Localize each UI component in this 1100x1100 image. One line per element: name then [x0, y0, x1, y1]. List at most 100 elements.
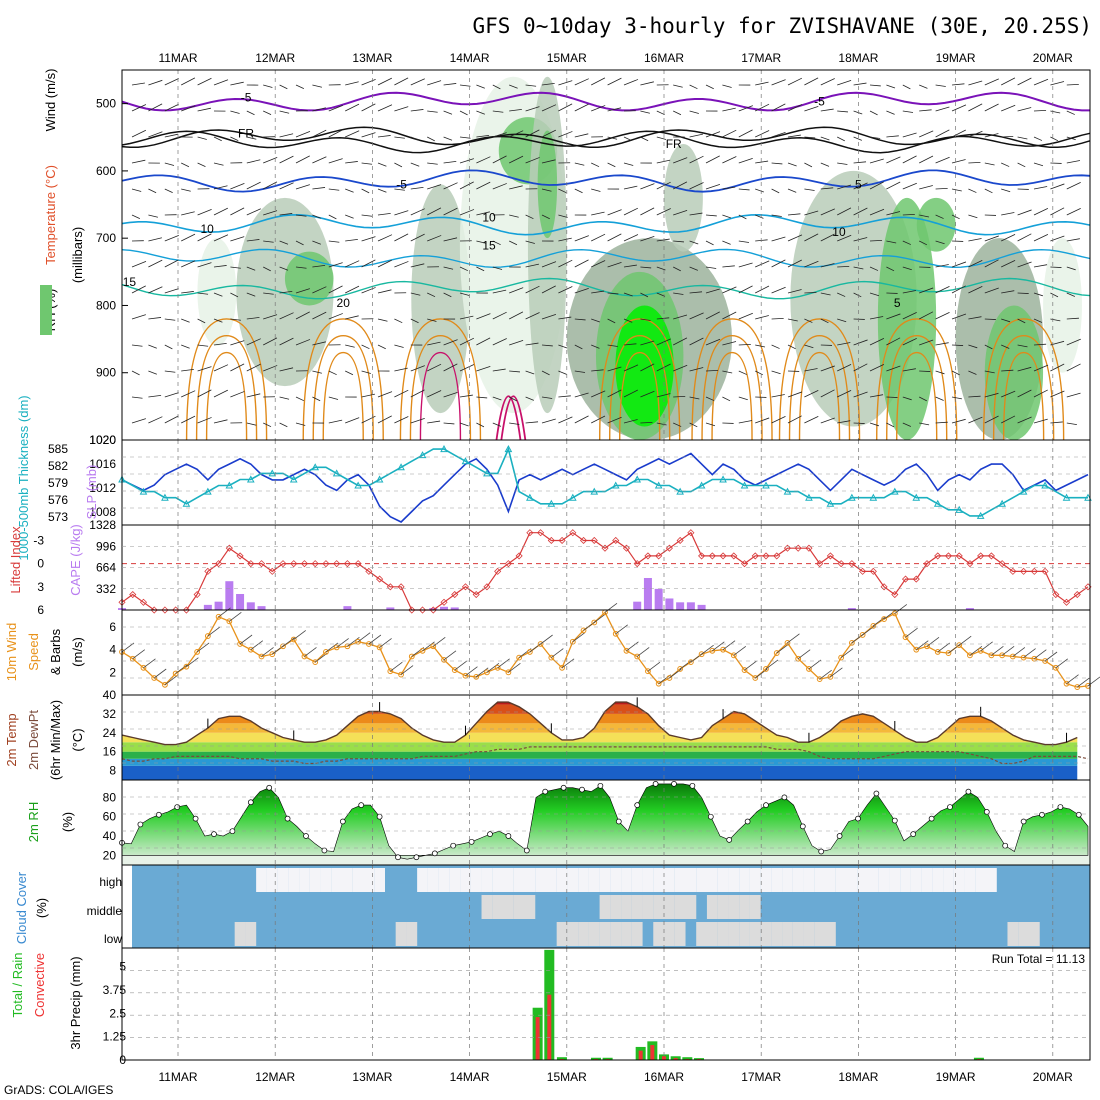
precip-conv-bar — [536, 1017, 540, 1060]
pressure-tick-label: 500 — [96, 97, 116, 111]
surface-wind-barb — [240, 635, 252, 644]
temp-tick-label: 32 — [103, 707, 117, 721]
cloud-cell — [321, 868, 332, 892]
precip-conv-axis-label: Convective — [32, 953, 47, 1017]
cloud-cell — [718, 895, 729, 919]
rh2m-marker — [856, 816, 861, 821]
surface-wind-barb — [229, 612, 241, 621]
date-label-bottom: 11MAR — [158, 1070, 197, 1084]
cloud-middle-label: middle — [87, 904, 123, 918]
rh2m-marker — [488, 832, 493, 837]
li-line — [122, 533, 1088, 610]
cloud-cell — [589, 922, 600, 946]
cloud-cell — [685, 895, 696, 919]
cloud-cell — [825, 922, 836, 946]
cloud-low-label: low — [104, 932, 122, 946]
precip-conv-bar — [662, 1056, 666, 1060]
contour-label: 5 — [894, 296, 901, 310]
cloud-cell — [363, 868, 374, 892]
cape-bar — [247, 602, 255, 610]
surface-wind-barb — [906, 628, 918, 637]
rh2m-marker — [193, 816, 198, 821]
date-label-bottom: 19MAR — [936, 1070, 976, 1084]
cloud-cell — [793, 868, 804, 892]
rh2m-marker — [451, 843, 456, 848]
rh2m-marker — [248, 800, 253, 805]
surface-wind-barb — [948, 644, 960, 653]
cape-bar — [225, 581, 233, 610]
rh2m-marker — [1003, 843, 1008, 848]
cloud-cell — [707, 895, 718, 919]
rh2m-marker — [1058, 805, 1063, 810]
surface-wind-barb — [626, 642, 638, 651]
cloud-cell — [728, 922, 739, 946]
cloud-cell — [428, 868, 439, 892]
surface-wind-barb — [605, 603, 617, 612]
cloud-cell — [932, 868, 943, 892]
cape-bar — [343, 606, 351, 610]
millibars-axis-label: (millibars) — [70, 227, 85, 283]
surface-wind-barb — [669, 669, 681, 678]
surface-wind-barb — [390, 662, 402, 671]
surface-wind-barb — [787, 634, 799, 643]
rh2m-marker — [340, 819, 345, 824]
cloud-cell — [793, 922, 804, 946]
wind-barbs-axis-label: & Barbs — [48, 628, 63, 675]
cloud-cell — [922, 868, 933, 892]
cloud-cell — [632, 895, 643, 919]
rh2m-marker — [138, 822, 143, 827]
surface-wind-barb — [165, 676, 177, 685]
cloud-cell — [546, 868, 557, 892]
precip-panel — [122, 948, 1090, 1060]
surface-wind-barb — [358, 633, 370, 642]
date-label-top: 13MAR — [352, 51, 392, 65]
cloud-cell — [664, 922, 675, 946]
cloud-cell — [503, 868, 514, 892]
wind-barb — [1018, 293, 1029, 294]
rh2m-marker — [506, 834, 511, 839]
temp-band — [122, 766, 1090, 780]
contour-label: 10 — [200, 222, 214, 236]
cloud-cell — [750, 922, 761, 946]
precip-unit-label: 3hr Precip (mm) — [68, 956, 83, 1049]
contour-label: FR — [238, 126, 254, 140]
cloud-cell — [514, 868, 525, 892]
thickness-tick-label: 585 — [48, 442, 68, 456]
rh2m-marker — [377, 814, 382, 819]
cloud-cell — [1018, 922, 1029, 946]
rh2m-marker — [800, 824, 805, 829]
chart-title: GFS 0~10day 3-hourly for ZVISHAVANE (30E… — [472, 14, 1092, 38]
rh-tick-label: 20 — [103, 848, 117, 862]
temp-band — [122, 752, 1090, 759]
cloud-cell — [739, 895, 750, 919]
cape-bar — [236, 594, 244, 610]
cloud-cell — [771, 922, 782, 946]
cloud-cell — [804, 922, 815, 946]
precip-conv-bar — [547, 995, 551, 1060]
cloud-cell — [514, 895, 525, 919]
cape-bar — [655, 589, 663, 610]
wind-axis-label: Wind (m/s) — [43, 69, 58, 132]
temperature-axis-label: Temperature (°C) — [43, 165, 58, 265]
rh2m-marker — [837, 834, 842, 839]
surface-wind-barb — [1045, 652, 1057, 661]
cloud-cell — [621, 868, 632, 892]
surface-wind-barb — [616, 625, 628, 634]
rh2m-marker — [745, 819, 750, 824]
temp-band — [122, 695, 1090, 704]
rh2m-marker — [911, 832, 916, 837]
contour-label: FR — [666, 137, 682, 151]
cloud-cell — [610, 922, 621, 946]
cape-tick-label: 1328 — [89, 518, 116, 532]
cape-bar — [676, 602, 684, 610]
surface-wind-barb — [251, 641, 263, 650]
precip-tick-label: 3.75 — [103, 983, 127, 997]
rh2m-marker — [966, 789, 971, 794]
cloud-cell — [632, 922, 643, 946]
rh2m-marker — [212, 832, 217, 837]
rh2m-marker — [322, 848, 327, 853]
thickness-line — [122, 449, 1088, 516]
cloud-cell — [653, 868, 664, 892]
cloud-cell — [728, 895, 739, 919]
rh-shading — [285, 252, 334, 306]
